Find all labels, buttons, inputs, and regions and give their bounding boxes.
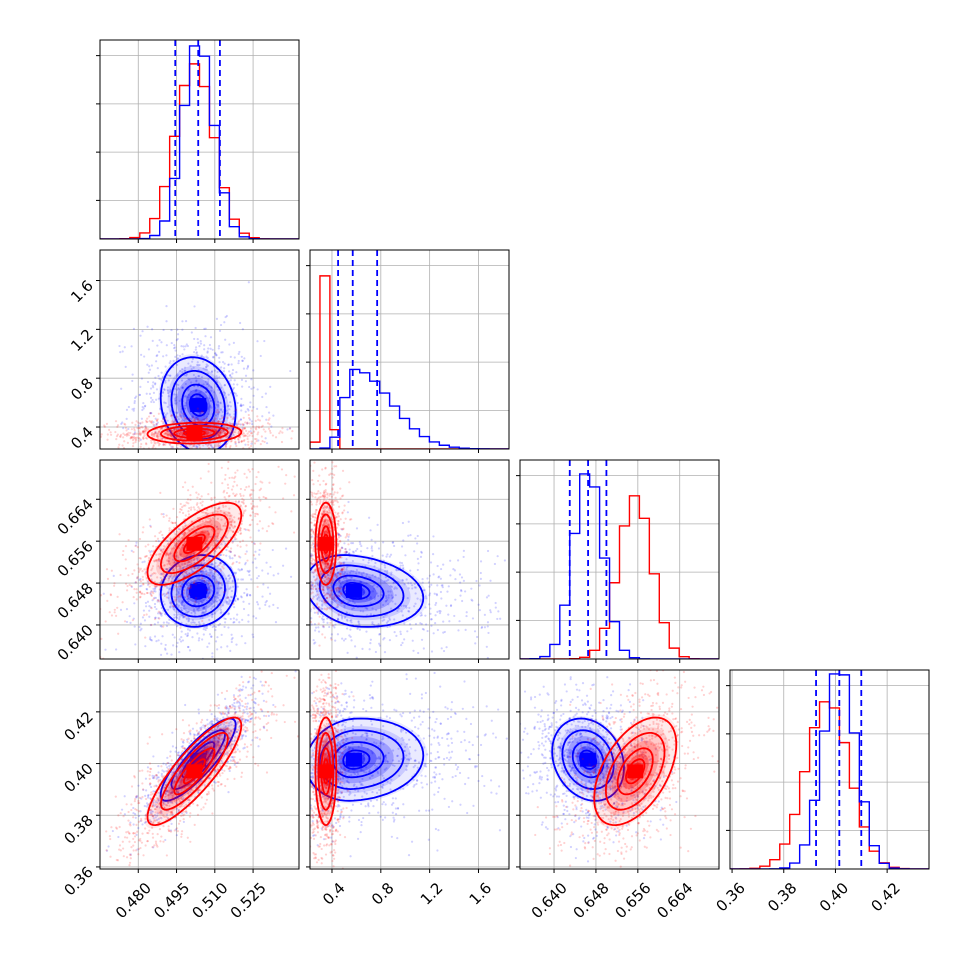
contour-line-0 <box>146 421 243 445</box>
contour-line-0 <box>146 716 243 827</box>
panel-1-1 <box>306 249 510 453</box>
x-tick-label: 0.510 <box>188 879 231 922</box>
x-tick-label: 0.8 <box>368 879 398 909</box>
contour-line-1 <box>159 732 229 811</box>
y-tick-label: 0.40 <box>60 760 96 796</box>
x-tick-label: 0.42 <box>868 879 904 915</box>
density-fill-1 <box>314 726 411 794</box>
panel-frame <box>99 669 300 870</box>
x-tick-label: 0.36 <box>712 879 748 915</box>
x-tick-label: 1.2 <box>417 879 447 909</box>
panel-3-3: 0.36 0.38 0.40 0.42 <box>712 669 930 915</box>
y-tick-label: 0.8 <box>67 374 97 404</box>
density-peak <box>317 764 334 779</box>
panel-frame <box>99 249 300 450</box>
y-tick-label: 0.36 <box>60 863 96 899</box>
x-tick-label: 0.648 <box>570 879 613 922</box>
panel-frame <box>99 39 300 240</box>
contour-line-0 <box>314 716 338 827</box>
x-tick-label: 0.495 <box>150 879 193 922</box>
panel-frame <box>309 669 510 870</box>
contour-line-2 <box>332 574 385 608</box>
contour-line-1 <box>604 732 666 811</box>
contour-line-2 <box>616 747 654 796</box>
contour-line-1 <box>561 729 615 791</box>
density-peak <box>345 583 362 598</box>
contour-line-0 <box>310 554 425 628</box>
density-peak <box>190 398 207 413</box>
y-tick-label: 0.656 <box>54 537 97 580</box>
contour-line-0 <box>159 356 237 449</box>
panel-frame <box>729 669 930 870</box>
panel-frame <box>309 249 510 450</box>
density-peak <box>186 536 203 551</box>
density-peak <box>345 752 362 767</box>
contour-line-0 <box>159 554 237 628</box>
x-tick-label: 0.525 <box>227 879 270 922</box>
histogram-red <box>310 275 509 449</box>
x-tick-label: 0.656 <box>611 879 654 922</box>
y-tick-label: 0.4 <box>67 423 97 453</box>
x-tick-label: 0.640 <box>528 879 571 922</box>
y-tick-label: 0.648 <box>54 579 97 622</box>
contour-line-3 <box>342 749 371 770</box>
y-tick-label: 1.6 <box>67 277 97 307</box>
panel-2-2 <box>516 459 720 663</box>
density-peak <box>186 426 203 441</box>
x-tick-label: 0.38 <box>764 879 800 915</box>
density-peak <box>317 536 334 551</box>
density-peak <box>190 752 207 767</box>
y-tick-label: 1.2 <box>67 325 97 355</box>
contour-line-2 <box>173 427 216 439</box>
contour-line-0 <box>593 716 678 827</box>
y-tick-label: 0.38 <box>60 811 96 847</box>
y-tick-label: 0.42 <box>60 708 96 744</box>
x-tick-label: 0.40 <box>816 879 852 915</box>
panel-frame <box>309 459 510 660</box>
panel-frame <box>519 459 720 660</box>
y-tick-label: 0.664 <box>54 495 97 538</box>
contour-line-0 <box>314 501 338 586</box>
density-peak <box>580 752 597 767</box>
contour-line-2 <box>181 574 216 608</box>
panel-frame <box>99 459 300 660</box>
x-tick-label: 0.664 <box>653 879 696 922</box>
contour-line-1 <box>318 729 405 791</box>
histogram-blue <box>520 473 719 659</box>
contour-line-1 <box>159 424 229 442</box>
density-peak <box>190 583 207 598</box>
contour-line-3 <box>188 393 208 417</box>
contour-line-1 <box>170 564 226 618</box>
density-peak <box>186 764 203 779</box>
panel-1-0: 0.4 0.8 1.2 1.6 <box>67 249 300 453</box>
x-tick-label: 0.4 <box>319 879 349 909</box>
density-peak <box>627 764 644 779</box>
x-tick-label: 0.480 <box>112 879 155 922</box>
contour-line-2 <box>173 525 216 563</box>
contour-line-2 <box>173 747 216 796</box>
panel-3-1: 0.4 0.8 1.2 1.6 <box>306 669 510 909</box>
contour-line-1 <box>170 370 226 441</box>
contour-line-0 <box>310 717 425 802</box>
contour-line-1 <box>318 564 405 618</box>
x-tick-label: 1.6 <box>466 879 496 909</box>
contour-line-1 <box>159 513 229 575</box>
contour-line-2 <box>571 741 605 779</box>
panel-0-0 <box>96 39 300 243</box>
y-tick-label: 0.640 <box>54 621 97 664</box>
contour-line-2 <box>181 383 216 427</box>
scatter-points <box>100 460 296 659</box>
panel-frame <box>519 669 720 870</box>
panel-2-1 <box>306 459 510 663</box>
contour-line-0 <box>146 501 243 586</box>
